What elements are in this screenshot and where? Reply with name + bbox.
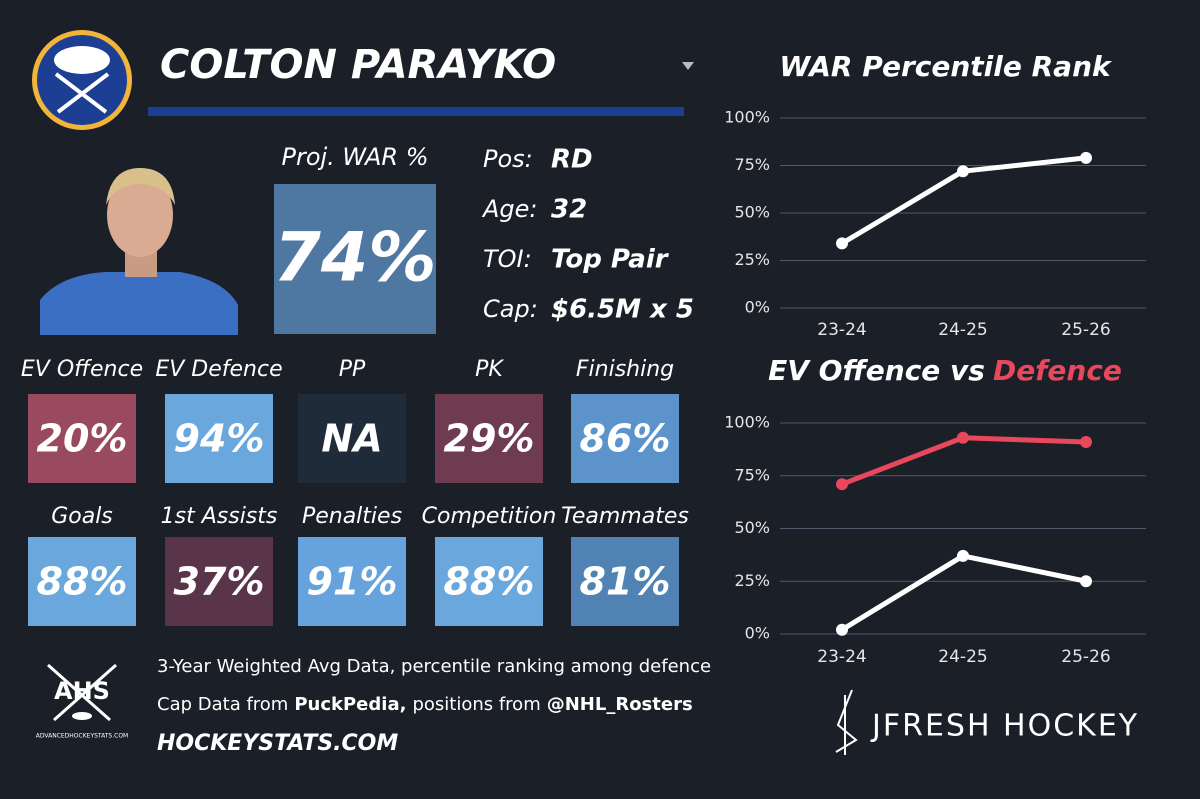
- info-label: Age:: [481, 195, 538, 223]
- x-tick-label: 23-24: [817, 320, 866, 340]
- info-value: RD: [551, 145, 593, 175]
- tile-label: Competition: [422, 504, 557, 529]
- tile: [298, 537, 406, 626]
- tile-value: 20%: [37, 417, 128, 461]
- proj-war-box: [274, 184, 436, 334]
- info-list: Pos: RD Age: 32 TOI: Top Pair Cap: $6.5M x 5: [481, 145, 694, 325]
- tile-value: 86%: [580, 417, 671, 461]
- tiles: EV Offence 20% EV Defence 94% PP NA PK 29% Finis…: [21, 357, 689, 626]
- tile-value: 81%: [580, 560, 671, 604]
- x-tick-label: 25-26: [1061, 320, 1110, 340]
- x-tick-label: 24-25: [938, 320, 987, 340]
- brand: JFRESH HOCKEY: [870, 709, 1139, 744]
- x-tick-label: 24-25: [938, 647, 987, 667]
- tile-value: 37%: [174, 560, 265, 604]
- tile: [165, 537, 273, 626]
- tile: [28, 394, 136, 483]
- chart-title-text: WAR Percentile Rank: [779, 50, 1113, 83]
- point: [836, 237, 848, 250]
- tile-label: Penalties: [302, 504, 402, 529]
- point: [1080, 151, 1092, 164]
- y-tick-label: 50%: [734, 203, 770, 222]
- tile: [298, 394, 406, 483]
- y-tick-label: 50%: [734, 518, 770, 537]
- point: [957, 165, 969, 178]
- footer-text: positions from: [412, 694, 540, 715]
- y-tick-label: 25%: [734, 250, 770, 269]
- chart-title: WAR Percentile Rank: [779, 50, 1113, 83]
- tile: [165, 394, 273, 483]
- tile-value: NA: [321, 417, 382, 461]
- y-tick-label: 75%: [734, 465, 770, 484]
- tile: [571, 537, 679, 626]
- point: [836, 623, 848, 636]
- player-photo: [40, 150, 240, 335]
- ahs-logo-url: ADVANCEDHOCKEYSTATS.COM: [36, 733, 128, 740]
- info-value: Top Pair: [551, 245, 670, 275]
- tile-value: 91%: [307, 560, 398, 604]
- tile: [435, 537, 543, 626]
- footer-text: Cap Data from: [157, 694, 288, 715]
- tile-label: Finishing: [576, 357, 674, 382]
- y-tick-label: 25%: [734, 571, 770, 590]
- y-tick-label: 0%: [745, 298, 770, 317]
- tile-label: EV Defence: [155, 357, 282, 382]
- chart-title: EV Offence vs Defence: [768, 354, 1122, 387]
- ahs-logo: AHS ADVANCEDHOCKEYSTATS.COM: [36, 663, 128, 740]
- header-bar: [148, 107, 684, 116]
- charts: WAR Percentile Rank 0% 25% 50% 75% 100% 23-24 2…: [724, 50, 1146, 667]
- player-name: COLTON PARAYKO: [160, 42, 556, 88]
- footer-source: PuckPedia,: [294, 694, 406, 715]
- dropdown-arrow[interactable]: [682, 62, 694, 70]
- point: [957, 549, 969, 562]
- point: [957, 431, 969, 444]
- tile-value: 94%: [174, 417, 265, 461]
- ahs-logo-text: AHS: [54, 677, 110, 705]
- proj-war-value: 74%: [274, 219, 437, 298]
- tile: [571, 394, 679, 483]
- chart-title-text: EV Offence vs: [768, 354, 985, 387]
- team-logo: [32, 30, 132, 130]
- tile-label: Teammates: [561, 504, 689, 529]
- tile: [435, 394, 543, 483]
- point: [1080, 435, 1092, 448]
- tile: [28, 537, 136, 626]
- tile-label: EV Offence: [21, 357, 143, 382]
- footer-source: @NHL_Rosters: [547, 694, 693, 715]
- tile-value: 88%: [444, 560, 535, 604]
- footer-line2: Cap Data from PuckPedia, positions from @NH…: [157, 694, 693, 715]
- footer-line1: 3-Year Weighted Avg Data, percentile ran…: [157, 656, 711, 677]
- point: [1080, 575, 1092, 588]
- info-label: Cap:: [483, 295, 538, 323]
- tile-label: PP: [339, 357, 366, 382]
- jfresh-logo: [835, 689, 858, 755]
- x-tick-label: 23-24: [817, 647, 866, 667]
- info-label: Pos:: [483, 145, 533, 173]
- x-tick-label: 25-26: [1061, 647, 1110, 667]
- footer-site: HOCKEYSTATS.COM: [157, 731, 398, 756]
- tile-label: PK: [475, 357, 504, 382]
- point: [836, 478, 848, 491]
- info-label: TOI:: [483, 245, 532, 273]
- y-tick-label: 100%: [724, 413, 770, 432]
- tile-value: 29%: [444, 417, 535, 461]
- tile-value: 88%: [37, 560, 128, 604]
- y-tick-label: 100%: [724, 108, 770, 127]
- y-tick-label: 0%: [745, 624, 770, 643]
- info-value: $6.5M x 5: [551, 295, 694, 325]
- y-tick-label: 75%: [734, 155, 770, 174]
- proj-war-label: Proj. WAR %: [281, 143, 428, 171]
- tile-label: 1st Assists: [161, 504, 278, 529]
- tile-label: Goals: [51, 504, 113, 529]
- chart-title-highlight: Defence: [993, 354, 1122, 387]
- info-value: 32: [551, 195, 587, 225]
